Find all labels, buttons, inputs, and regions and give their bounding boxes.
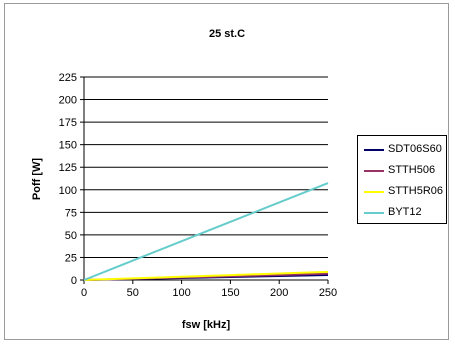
legend-label: SDT06S60: [388, 143, 442, 155]
y-tick-label: 75: [65, 207, 77, 219]
x-axis-title: fsw [kHz]: [182, 319, 231, 331]
x-tick-label: 0: [81, 287, 87, 299]
legend-item-stth506: STTH506: [364, 164, 446, 178]
y-axis-title: Poff [W]: [31, 158, 43, 200]
line-chart: 25 st.C 0 25 50 75 100 125 150 175 200 225 0 50 100 1…: [31, 28, 338, 331]
y-tick-label: 150: [59, 140, 77, 152]
legend-swatch: [364, 191, 384, 193]
legend-swatch: [364, 170, 384, 172]
legend-item-byt12: BYT12: [364, 206, 446, 220]
legend-item-sdt06s60: SDT06S60: [364, 143, 446, 157]
y-tick-label: 0: [71, 275, 77, 287]
chart-title: 25 st.C: [209, 28, 245, 40]
x-tick-label: 50: [127, 287, 139, 299]
legend-label: STTH506: [388, 164, 436, 176]
y-tick-label: 200: [59, 95, 77, 107]
y-tick-label: 175: [59, 117, 77, 129]
series-line-stth5r06: [83, 270, 329, 281]
y-tick-label: 125: [59, 162, 77, 174]
y-tick-label: 25: [65, 252, 77, 264]
x-tick-label: 100: [172, 287, 190, 299]
x-tick-label: 250: [319, 287, 337, 299]
x-tick-label: 150: [221, 287, 239, 299]
gridlines: [84, 76, 328, 258]
y-tick-label: 100: [59, 185, 77, 197]
y-tick-label: 225: [59, 72, 77, 84]
tick-labels: 0 25 50 75 100 125 150 175 200 225 0 50 100 150 200 250: [59, 72, 338, 299]
y-tick-label: 50: [65, 230, 77, 242]
legend-label: BYT12: [388, 206, 422, 218]
legend-label: STTH5R06: [388, 185, 444, 197]
legend-swatch: [364, 212, 384, 214]
axes: [80, 76, 329, 284]
series-line-byt12: [83, 182, 329, 281]
chart-area: 25 st.C 0 25 50 75 100 125 150 175 200 225 0 50 100 1…: [4, 3, 449, 340]
legend-swatch: [364, 149, 384, 151]
legend: SDT06S60 STTH506 STTH5R06 BYT12: [357, 135, 447, 224]
series-lines: [83, 182, 329, 281]
x-tick-label: 200: [270, 287, 288, 299]
legend-item-stth5r06: STTH5R06: [364, 185, 446, 199]
